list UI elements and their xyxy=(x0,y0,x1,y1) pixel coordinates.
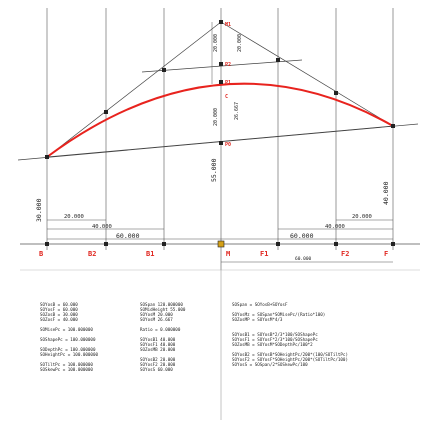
point-m-low xyxy=(219,141,223,145)
dim-top-left: 20.000 xyxy=(213,34,219,52)
base-point-f1 xyxy=(276,242,280,246)
label-mid-b: C xyxy=(225,94,228,100)
dim-top-right: 20.000 xyxy=(237,34,243,52)
label-b: B xyxy=(39,250,43,258)
base-point-b2 xyxy=(104,242,108,246)
point-f2-top xyxy=(334,91,338,95)
label-f1: F1 xyxy=(260,250,268,258)
vertical-dimension-texts: 30.000 40.000 55.000 20.000 20.000 20.00… xyxy=(35,34,390,222)
point-m-p2 xyxy=(219,62,223,66)
equation-line: SOYosS 60.000 xyxy=(140,367,173,372)
dim-left-40-text: 40.000 xyxy=(92,224,112,230)
base-point-f2 xyxy=(334,242,338,246)
dim-right-60-text: 60.000 xyxy=(290,232,314,240)
equation-line: SOMisePc = 100.000000 xyxy=(40,327,93,332)
equations-column-3: SOSpan = SOYosB+SOYosF SOYosMz = SOSpan*… xyxy=(232,292,348,372)
dim-left-height: 30.000 xyxy=(35,198,43,222)
label-f: F xyxy=(384,250,388,258)
baseline-points xyxy=(45,240,395,248)
dim-mid-a: 20.000 xyxy=(213,108,219,126)
equation-line: SOYosF1 = SOYosF*2/3*100/SOShapePc xyxy=(232,337,318,342)
dim-left-20-text: 20.000 xyxy=(64,214,84,220)
equation-line: SOSpan = SOYosB+SOYosF xyxy=(232,302,288,307)
label-mid-lower: P0 xyxy=(225,142,231,148)
equations-list-3: SOSpan = SOYosB+SOYosF SOYosMz = SOSpan*… xyxy=(232,302,348,367)
dim-mid-height: 55.000 xyxy=(210,158,218,182)
point-b-top xyxy=(45,155,49,159)
dim-right-60b-text: 60.000 xyxy=(295,256,312,262)
dim-right-20-text: 20.000 xyxy=(352,214,372,220)
equation-line: SOSkewPc = 100.000000 xyxy=(40,367,93,372)
equation-line: SOTiltPc = 100.000000 xyxy=(40,362,93,367)
dim-mid-b: 26.667 xyxy=(234,102,240,120)
base-point-f xyxy=(391,242,395,246)
base-point-b1 xyxy=(162,242,166,246)
equation-line: SOYosF1 40.000 xyxy=(140,342,176,347)
tangent-left-lower xyxy=(17,123,419,161)
equations-list-1: SOYosB = 60.000 SOYosF = 60.000 SOZosB = 3… xyxy=(40,302,98,372)
point-f1-top xyxy=(276,58,280,62)
equation-line: SOYosB2 = SOYosB*SOHeightPc/200*(100/SOT… xyxy=(232,352,348,357)
label-m: M xyxy=(226,250,230,258)
equations-list-2: SOSpan 120.000000 SOMidHeight 55.000 SOYos… xyxy=(140,302,185,372)
equation-line: SOZosMB 20.000 xyxy=(140,347,176,352)
point-f-top xyxy=(391,124,395,128)
equation-line: SOYosF2 20.000 xyxy=(140,362,176,367)
mid-labels: M1 P2 P1 C P0 xyxy=(225,22,231,148)
dim-right-height: 40.000 xyxy=(382,181,390,205)
equation-line: SOZosMB = SOYosM*SODepthPc/100*2 xyxy=(232,342,313,347)
label-mid-upper: P2 xyxy=(225,62,231,68)
construction-lines xyxy=(17,21,419,161)
point-m-p1 xyxy=(219,80,223,84)
equation-line: SOYosMz = SOSpan*SOMisePc/(Ratio*100) xyxy=(232,312,326,317)
equation-line: SOYosS = SOSpan/2*SOSkewPc/100 xyxy=(232,362,308,367)
dim-left-60-text: 60.000 xyxy=(116,232,140,240)
point-b2-top xyxy=(104,110,108,114)
equation-line: SOYosF2 = SOYosF*SOHeightPc/200*(SOTiltP… xyxy=(232,357,348,362)
equation-line: SOYosM 20.000 xyxy=(140,312,173,317)
equation-line: SODepthPc = 100.000000 xyxy=(40,347,96,352)
equation-line: SOYosB1 40.000 xyxy=(140,337,176,342)
equation-line: SOYosM 26.667 xyxy=(140,317,173,322)
equation-line: SOYosB2 20.000 xyxy=(140,357,176,362)
dimension-texts: 20.000 40.000 60.000 20.000 40.000 60.00… xyxy=(64,214,372,262)
label-f2: F2 xyxy=(341,250,349,258)
dimension-lines xyxy=(47,22,393,263)
equation-line: SOYosB1 = SOYosB*2/3*100/SOShapePc xyxy=(232,332,318,337)
dim-right-40-text: 40.000 xyxy=(325,224,345,230)
base-point-m xyxy=(217,240,225,248)
station-lines xyxy=(46,8,394,270)
equation-line: Ratio = 0.000000 xyxy=(140,327,181,332)
point-m-top xyxy=(219,20,223,24)
base-point-b xyxy=(45,242,49,246)
tangent-right xyxy=(220,21,394,127)
curve-points xyxy=(45,20,395,159)
tangent-left xyxy=(46,21,222,158)
label-mid-a: P1 xyxy=(225,80,231,86)
equations-column-1: SOYosB = 60.000 SOYosF = 60.000 SOZosB = 3… xyxy=(40,292,98,377)
equation-line: SOMidHeight 55.000 xyxy=(140,307,186,312)
point-b1-top xyxy=(162,68,166,72)
equation-line: SOZosF = 40.000 xyxy=(40,317,78,322)
equation-line: SOHeightPc = 100.000000 xyxy=(40,352,98,357)
equation-line: SOZosB = 30.000 xyxy=(40,312,78,317)
cable-curve xyxy=(46,82,394,158)
equations-column-2: SOSpan 120.000000 SOMidHeight 55.000 SOYos… xyxy=(140,292,185,377)
equation-line: SOShapePc = 100.000000 xyxy=(40,337,96,342)
equation-line: SOSpan 120.000000 xyxy=(140,302,183,307)
label-b2: B2 xyxy=(88,250,96,258)
label-b1: B1 xyxy=(146,250,154,258)
label-top: M1 xyxy=(225,22,231,28)
point-labels: B B2 B1 M F1 F2 F xyxy=(39,250,388,258)
equation-line: SOYosB = 60.000 xyxy=(40,302,78,307)
equation-line: SOZosMP = SOYosM*4/3 xyxy=(232,317,283,322)
equation-line: SOYosF = 60.000 xyxy=(40,307,78,312)
